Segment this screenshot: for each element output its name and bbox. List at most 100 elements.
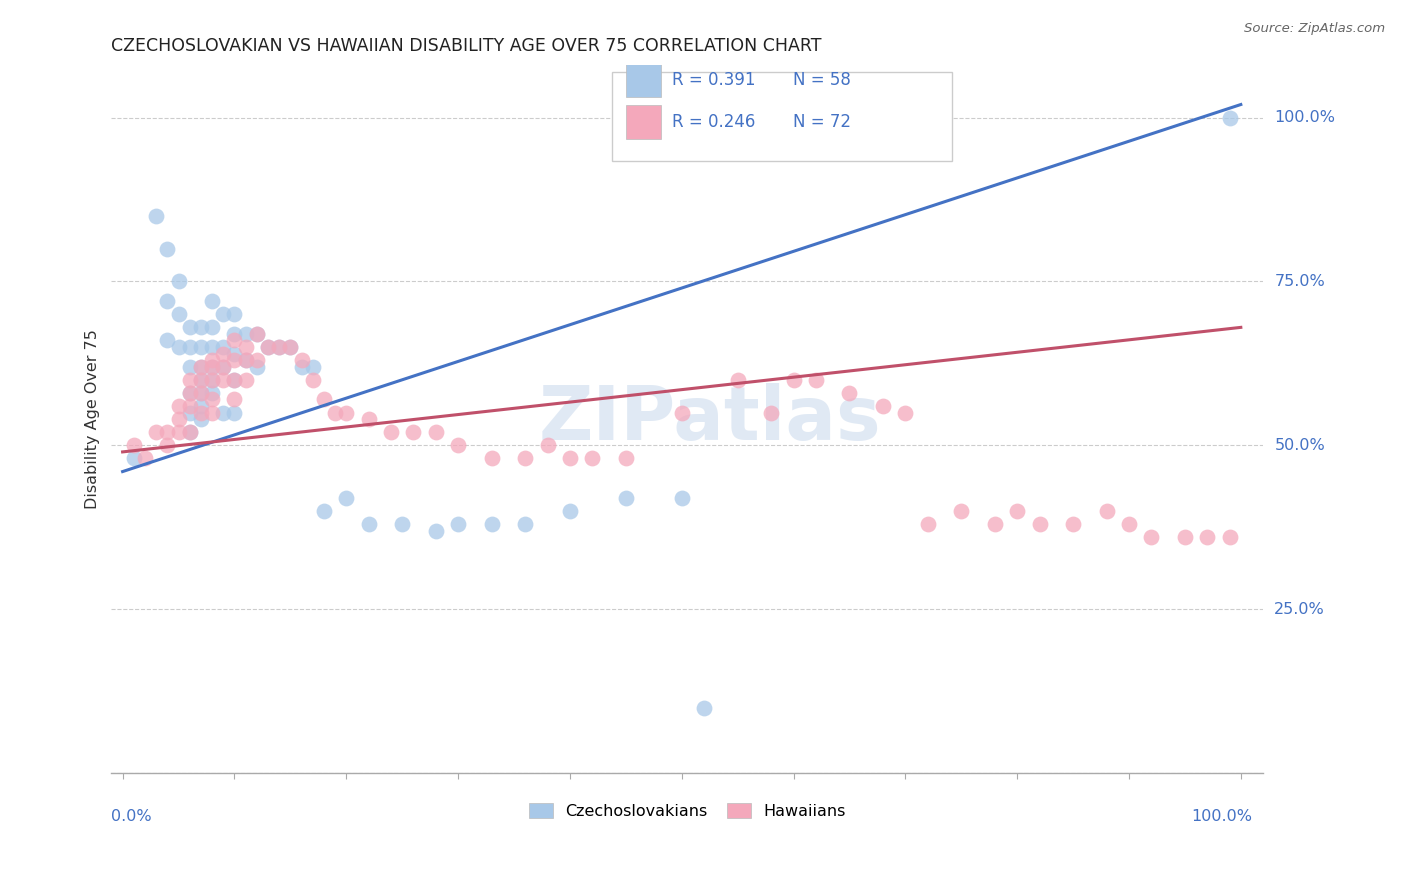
Point (425, 425, 447, 440)
Point (481, 516, 503, 531)
Point (167, 275, 190, 289)
Point (257, 340, 280, 354)
Point (179, 340, 201, 354)
Point (190, 340, 212, 354)
Point (201, 353, 224, 368)
Point (235, 373, 257, 387)
Point (179, 359, 201, 374)
Point (224, 373, 246, 387)
Point (246, 353, 269, 368)
Point (134, 451, 156, 466)
Text: CZECHOSLOVAKIAN VS HAWAIIAN DISABILITY AGE OVER 75 CORRELATION CHART: CZECHOSLOVAKIAN VS HAWAIIAN DISABILITY A… (111, 37, 823, 55)
Point (190, 399, 212, 413)
Point (481, 451, 503, 466)
Point (671, 406, 693, 420)
Point (201, 294, 224, 309)
Point (190, 320, 212, 334)
Point (201, 359, 224, 374)
Point (759, 406, 782, 420)
Point (201, 320, 224, 334)
Point (290, 353, 312, 368)
Point (224, 353, 246, 368)
Point (167, 412, 190, 426)
Point (201, 340, 224, 354)
Point (1219, 111, 1241, 125)
Point (323, 406, 346, 420)
Point (179, 385, 201, 400)
Point (145, 425, 167, 440)
Point (201, 359, 224, 374)
Text: Source: ZipAtlas.com: Source: ZipAtlas.com (1244, 22, 1385, 36)
Point (312, 504, 335, 518)
Point (894, 406, 917, 420)
Text: R = 0.246: R = 0.246 (672, 112, 755, 131)
Point (257, 340, 280, 354)
Point (167, 425, 190, 440)
Point (614, 491, 637, 505)
Point (212, 340, 235, 354)
Point (156, 242, 179, 256)
Point (190, 406, 212, 420)
Text: N = 72: N = 72 (793, 112, 851, 131)
Point (402, 425, 425, 440)
Point (1062, 516, 1084, 531)
Point (224, 373, 246, 387)
Point (917, 516, 939, 531)
Point (190, 373, 212, 387)
Text: 100.0%: 100.0% (1191, 809, 1251, 824)
Point (671, 491, 693, 505)
Point (1197, 530, 1219, 544)
Point (212, 406, 235, 420)
Point (558, 451, 581, 466)
Point (167, 307, 190, 321)
Point (447, 438, 470, 452)
Point (122, 451, 145, 466)
Point (278, 340, 301, 354)
Point (145, 209, 167, 223)
FancyBboxPatch shape (613, 72, 952, 161)
Point (335, 491, 357, 505)
Point (190, 359, 212, 374)
Point (1219, 530, 1241, 544)
Point (212, 307, 235, 321)
Text: R = 0.391: R = 0.391 (672, 71, 756, 89)
Point (269, 340, 291, 354)
Point (290, 359, 312, 374)
Point (156, 438, 179, 452)
Point (246, 326, 269, 341)
Point (156, 334, 179, 348)
Point (235, 353, 257, 368)
Point (357, 412, 380, 426)
Point (380, 425, 402, 440)
Point (536, 438, 558, 452)
Point (179, 385, 201, 400)
Text: 25.0%: 25.0% (1274, 602, 1324, 616)
Point (224, 307, 246, 321)
Point (693, 700, 716, 714)
Point (312, 392, 335, 407)
Point (335, 406, 357, 420)
Point (246, 359, 269, 374)
Point (727, 373, 749, 387)
Point (804, 373, 827, 387)
Point (156, 294, 179, 309)
Point (156, 425, 179, 440)
Point (1140, 530, 1163, 544)
Point (190, 385, 212, 400)
Point (190, 359, 212, 374)
Text: ZIPatlas: ZIPatlas (538, 383, 882, 456)
Point (212, 373, 235, 387)
Point (558, 504, 581, 518)
Point (1095, 504, 1118, 518)
Point (201, 392, 224, 407)
Point (167, 399, 190, 413)
Point (201, 373, 224, 387)
Legend: Czechoslovakians, Hawaiians: Czechoslovakians, Hawaiians (522, 797, 852, 825)
Point (190, 385, 212, 400)
Point (357, 516, 380, 531)
Point (301, 373, 323, 387)
Point (614, 451, 637, 466)
Point (391, 516, 413, 531)
Point (581, 451, 603, 466)
Point (301, 359, 323, 374)
